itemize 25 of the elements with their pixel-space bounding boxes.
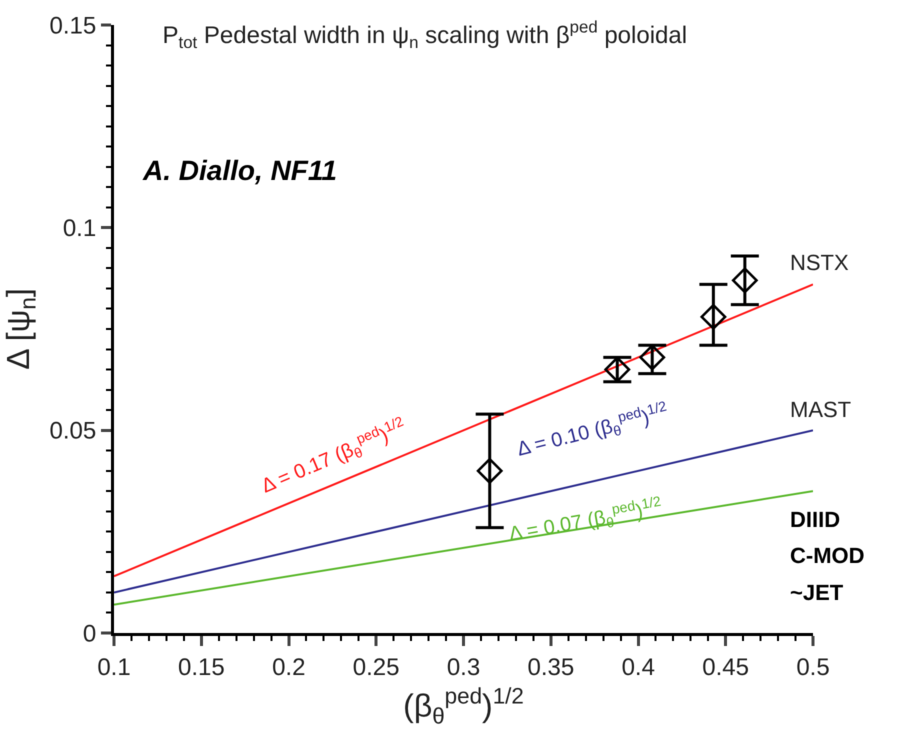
x-tick-label: 0.25 <box>352 654 400 681</box>
y-tick-label: 0.1 <box>62 215 96 242</box>
annotation: NSTX <box>790 250 849 275</box>
x-tick-label: 0.35 <box>528 654 574 681</box>
y-tick-label: 0 <box>82 620 96 648</box>
x-axis-title: (β$_{θ}$$^{ped}$)$^{1/2}$ <box>403 683 524 728</box>
x-tick-label: 0.15 <box>178 654 225 681</box>
x-tick-label: 0.2 <box>272 654 306 681</box>
x-tick-label: 0.45 <box>702 654 749 681</box>
annotation: MAST <box>790 397 852 422</box>
y-tick-label: 0.05 <box>49 418 96 445</box>
x-tick-label: 0.1 <box>97 654 131 681</box>
x-tick-label: 0.3 <box>446 654 480 681</box>
point <box>476 458 503 484</box>
x-tick-label: 0.4 <box>622 654 655 681</box>
chart-title: P$_{tot}$ Pedestal width in ψ$_{n}$ scaling with β$^{ped}$ poloidal <box>162 18 688 52</box>
point <box>700 304 726 330</box>
point <box>639 344 666 370</box>
y-tick-label: 0.15 <box>49 12 96 40</box>
annotation: C-MOD <box>790 543 865 568</box>
annotation: A. Diallo, NF11 <box>142 155 337 186</box>
annotation: DIIID <box>790 507 840 532</box>
point <box>732 267 758 294</box>
annotation: ~JET <box>790 580 844 605</box>
x-tick-label: 0.5 <box>796 654 830 681</box>
